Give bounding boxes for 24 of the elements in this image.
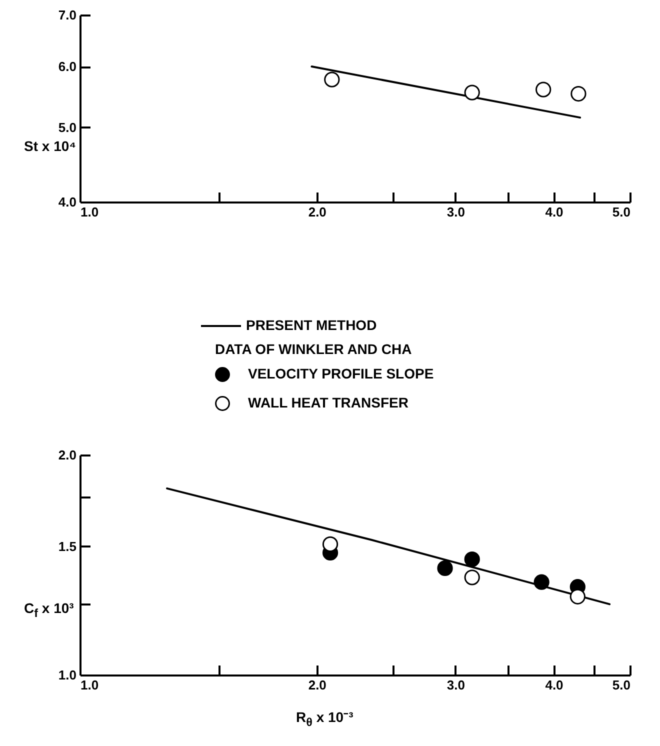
y-tick-label: 1.0 — [58, 668, 76, 682]
x-axis-title: R$_{θ}$ x 10⁻³ — [296, 708, 354, 729]
legend-title: DATA OF WINKLER AND CHA — [215, 341, 412, 357]
x-tick-label: 5.0 — [612, 678, 630, 692]
y-axis-title: St x 10⁴ — [24, 138, 76, 154]
x-tick-label: 1.0 — [80, 678, 99, 692]
y-tick-label: 1.5 — [58, 538, 76, 554]
y-tick-label: 4.0 — [58, 194, 76, 210]
x-tick-label: 1.0 — [80, 204, 99, 220]
x-tick-label: 3.0 — [446, 204, 465, 220]
y-tick-label: 6.0 — [58, 59, 76, 74]
x-tick-label: 5.0 — [612, 204, 630, 220]
x-tick-label: 2.0 — [308, 204, 326, 220]
x-tick-label: 2.0 — [308, 678, 326, 692]
legend-label: VELOCITY PROFILE SLOPE — [248, 366, 434, 382]
legend-label: PRESENT METHOD — [246, 317, 377, 333]
legend-label: WALL HEAT TRANSFER — [248, 394, 408, 410]
y-axis-title: C$_{f}$ x 10³ — [24, 600, 74, 620]
y-tick-label: 5.0 — [58, 120, 76, 135]
x-tick-label: 4.0 — [545, 678, 564, 692]
y-tick-label: 7.0 — [58, 8, 76, 22]
x-tick-label: 4.0 — [545, 204, 564, 220]
y-tick-label: 2.0 — [58, 448, 76, 462]
x-tick-label: 3.0 — [446, 678, 465, 692]
